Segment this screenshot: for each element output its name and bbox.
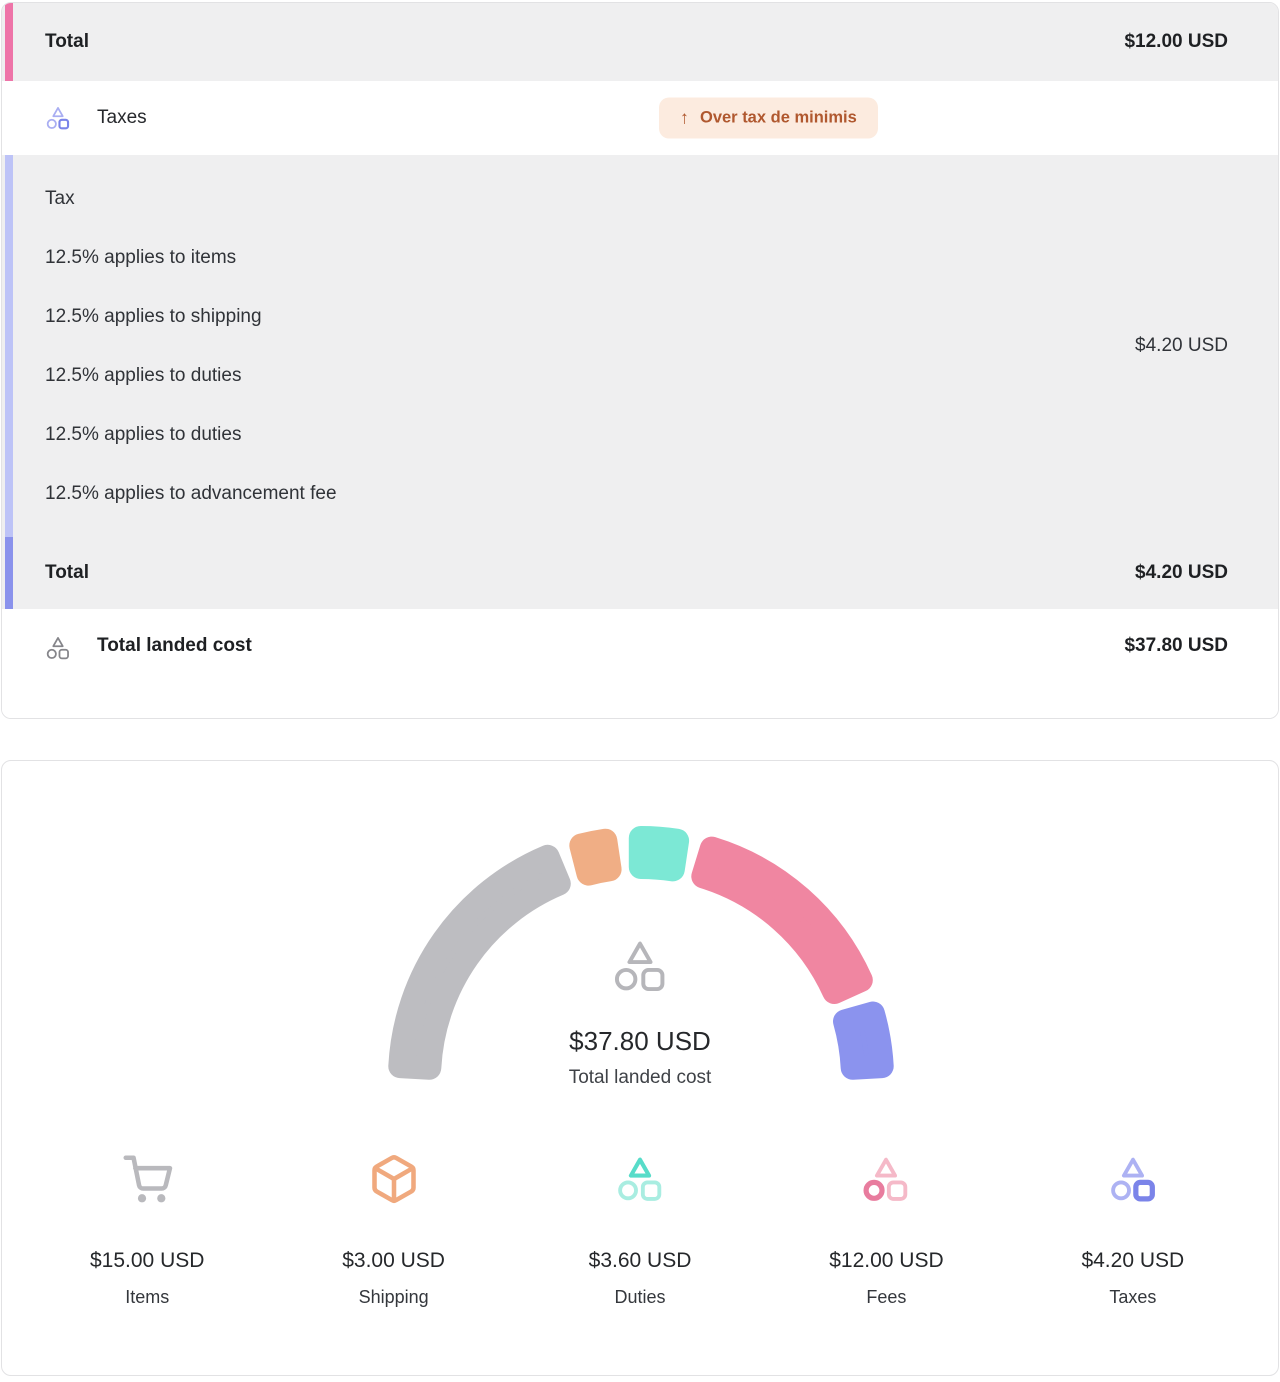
stat-value: $12.00 USD bbox=[829, 1249, 944, 1272]
package-icon bbox=[270, 1149, 516, 1209]
stat-value: $3.00 USD bbox=[342, 1249, 445, 1272]
taxes-total-label: Total bbox=[45, 562, 89, 583]
landed-cost-amount: $37.80 USD bbox=[1124, 635, 1228, 656]
stat-value: $15.00 USD bbox=[90, 1249, 205, 1272]
stat-items: $15.00 USD Items bbox=[24, 1149, 270, 1308]
taxes-total-amount: $4.20 USD bbox=[1135, 562, 1228, 583]
stat-value: $3.60 USD bbox=[588, 1249, 692, 1272]
tax-breakdown-header: Tax bbox=[45, 188, 75, 209]
fees-total-label: Total bbox=[45, 31, 89, 52]
stat-duties: $3.60 USD Duties bbox=[517, 1149, 763, 1308]
tax-rule-line: 12.5% applies to duties bbox=[45, 424, 242, 445]
fees-total-row: Total $12.00 USD bbox=[2, 3, 1278, 81]
fees-icon bbox=[763, 1149, 1009, 1209]
tax-rule-line: 12.5% applies to advancement fee bbox=[45, 483, 337, 504]
cart-icon bbox=[24, 1149, 270, 1209]
taxes-icon bbox=[1010, 1149, 1256, 1209]
landed-cost-chart-card: $37.80 USD Total landed cost $15.00 USD … bbox=[1, 760, 1279, 1376]
stat-label: Duties bbox=[614, 1287, 666, 1307]
taxes-icon bbox=[45, 105, 71, 131]
stat-label: Taxes bbox=[1109, 1287, 1157, 1307]
taxes-section-header[interactable]: Taxes ↑ Over tax de minimis bbox=[2, 81, 1278, 155]
stat-label: Shipping bbox=[358, 1287, 429, 1307]
landed-cost-icon bbox=[45, 635, 71, 661]
gauge-segment-duties bbox=[628, 825, 690, 882]
stat-taxes: $4.20 USD Taxes bbox=[1010, 1149, 1256, 1308]
gauge-segment-taxes bbox=[833, 1001, 894, 1080]
taxes-accent-bar bbox=[5, 537, 13, 609]
arrow-up-icon: ↑ bbox=[680, 107, 689, 128]
tax-breakdown-accent-bar bbox=[5, 155, 13, 537]
tax-breakdown-amount: $4.20 USD bbox=[1135, 335, 1228, 356]
fees-accent-bar bbox=[5, 3, 13, 81]
stat-shipping: $3.00 USD Shipping bbox=[270, 1149, 516, 1308]
tax-rule-line: 12.5% applies to shipping bbox=[45, 306, 262, 327]
tax-breakdown-section: Tax 12.5% applies to items 12.5% applies… bbox=[2, 155, 1278, 537]
stat-label: Fees bbox=[866, 1287, 907, 1307]
over-de-minimis-badge: ↑ Over tax de minimis bbox=[659, 97, 878, 139]
tax-rule-line: 12.5% applies to duties bbox=[45, 365, 242, 386]
duties-icon bbox=[517, 1149, 763, 1209]
taxes-label: Taxes bbox=[97, 107, 147, 128]
gauge-segment-fees bbox=[691, 836, 873, 1004]
stat-fees: $12.00 USD Fees bbox=[763, 1149, 1009, 1308]
taxes-total-row: Total $4.20 USD bbox=[2, 537, 1278, 609]
gauge-segment-items bbox=[388, 844, 571, 1080]
gauge-chart bbox=[388, 825, 894, 1080]
stat-value: $4.20 USD bbox=[1081, 1249, 1185, 1272]
fees-total-amount: $12.00 USD bbox=[1124, 31, 1228, 52]
tax-rule-line: 12.5% applies to items bbox=[45, 247, 237, 268]
total-landed-cost-row[interactable]: Total landed cost $37.80 USD bbox=[2, 609, 1278, 718]
cost-stats-row: $15.00 USD Items $3.00 USD Shipping bbox=[2, 1149, 1278, 1308]
landed-cost-summary-card: Total $12.00 USD Taxes ↑ Over tax de min… bbox=[1, 2, 1279, 719]
gauge-chart-area: $37.80 USD Total landed cost bbox=[2, 761, 1278, 1091]
landed-cost-label: Total landed cost bbox=[97, 635, 252, 656]
badge-text: Over tax de minimis bbox=[700, 108, 857, 127]
stat-label: Items bbox=[125, 1287, 170, 1307]
gauge-segment-shipping bbox=[569, 828, 622, 886]
